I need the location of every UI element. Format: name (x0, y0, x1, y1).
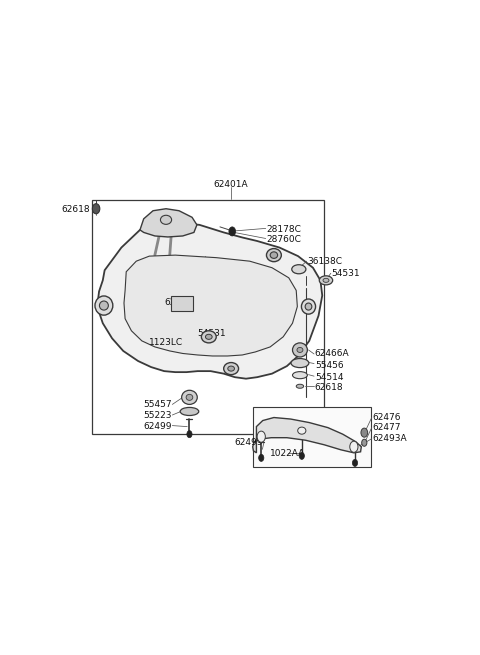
Ellipse shape (319, 276, 333, 285)
Polygon shape (140, 209, 197, 237)
Text: 54531: 54531 (198, 329, 226, 338)
Text: 1022AA: 1022AA (270, 449, 306, 458)
Ellipse shape (228, 366, 234, 371)
Ellipse shape (186, 394, 193, 400)
Ellipse shape (297, 347, 303, 352)
Ellipse shape (224, 363, 239, 375)
Circle shape (259, 455, 264, 461)
Bar (92, 200, 324, 434)
Text: 62466A: 62466A (315, 350, 349, 358)
Text: 55223: 55223 (143, 411, 172, 419)
Ellipse shape (266, 248, 281, 262)
Text: 62499: 62499 (234, 438, 263, 447)
Text: 62493A: 62493A (372, 434, 407, 443)
Text: 62476: 62476 (372, 413, 401, 422)
Circle shape (361, 428, 368, 437)
Ellipse shape (160, 215, 172, 225)
Text: 62322: 62322 (164, 298, 192, 307)
Ellipse shape (296, 384, 304, 388)
Text: 62477: 62477 (372, 423, 401, 432)
Text: 62401A: 62401A (214, 180, 249, 189)
Ellipse shape (270, 252, 277, 259)
Ellipse shape (180, 407, 199, 415)
Ellipse shape (292, 343, 307, 357)
Circle shape (299, 453, 304, 459)
Circle shape (257, 431, 265, 442)
Text: 62618: 62618 (315, 383, 344, 392)
Polygon shape (252, 417, 361, 453)
Polygon shape (124, 255, 297, 356)
Ellipse shape (305, 303, 312, 310)
Text: 62499: 62499 (143, 422, 172, 431)
Ellipse shape (292, 371, 307, 379)
Text: 36138C: 36138C (307, 257, 342, 266)
Text: 1123LC: 1123LC (149, 339, 183, 347)
Ellipse shape (301, 299, 315, 314)
Bar (253, 407, 371, 467)
Text: 54531: 54531 (332, 269, 360, 278)
Ellipse shape (95, 296, 113, 315)
Polygon shape (97, 222, 322, 379)
Text: 62618: 62618 (61, 205, 90, 214)
Bar (171, 297, 193, 310)
Circle shape (362, 440, 367, 446)
Circle shape (350, 441, 358, 453)
Ellipse shape (298, 427, 306, 434)
Text: 28178C: 28178C (266, 225, 301, 234)
Ellipse shape (291, 358, 309, 367)
Circle shape (229, 227, 236, 236)
Ellipse shape (205, 334, 212, 339)
Text: 1129AN: 1129AN (151, 225, 187, 234)
Text: 28760C: 28760C (266, 235, 301, 244)
Ellipse shape (323, 278, 329, 282)
Text: 54514: 54514 (315, 373, 343, 382)
Ellipse shape (292, 265, 306, 274)
Ellipse shape (202, 331, 216, 343)
Circle shape (187, 430, 192, 438)
Ellipse shape (181, 390, 197, 404)
Ellipse shape (99, 301, 108, 310)
Text: 55456: 55456 (315, 360, 344, 369)
Circle shape (352, 459, 358, 466)
Circle shape (92, 204, 100, 214)
Text: 55457: 55457 (143, 400, 172, 409)
